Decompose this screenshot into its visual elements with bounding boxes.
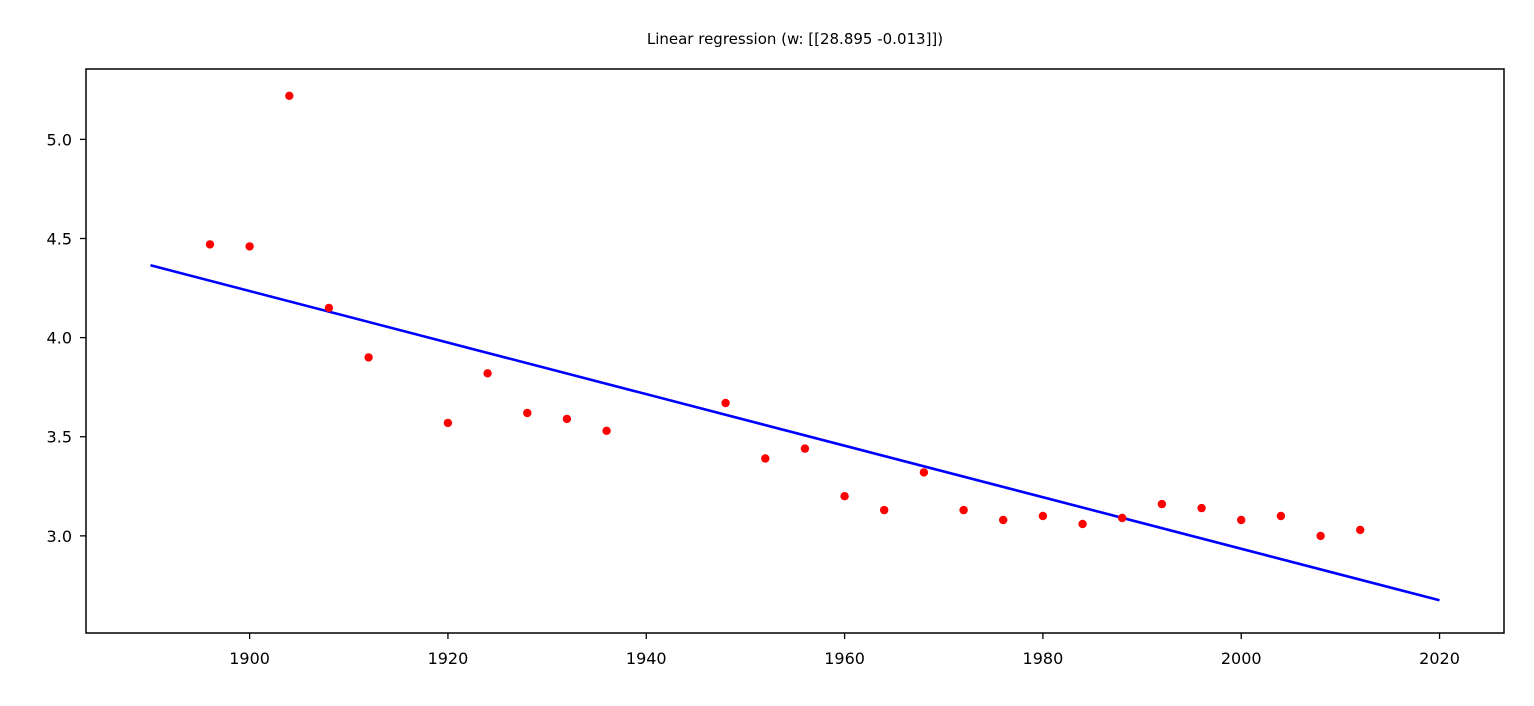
y-tick-label: 4.0 bbox=[47, 329, 72, 348]
data-point bbox=[761, 454, 770, 463]
data-point bbox=[999, 515, 1008, 525]
x-tick-label: 1940 bbox=[626, 649, 667, 668]
y-tick-label: 5.0 bbox=[47, 130, 72, 149]
data-point bbox=[959, 505, 968, 515]
x-tick-label: 2000 bbox=[1221, 649, 1262, 668]
x-tick-label: 1920 bbox=[428, 649, 469, 668]
data-point bbox=[1118, 513, 1127, 523]
x-tick-label: 1980 bbox=[1023, 649, 1064, 668]
data-point bbox=[562, 414, 572, 424]
data-point bbox=[880, 505, 889, 515]
x-axis: 1900 1920 1940 1960 1980 2000 2020 bbox=[229, 633, 1460, 668]
data-point bbox=[1276, 511, 1286, 521]
y-tick-label: 3.0 bbox=[47, 527, 72, 546]
data-point bbox=[721, 398, 730, 408]
x-tick-label: 1900 bbox=[229, 649, 270, 668]
x-tick-label: 1960 bbox=[824, 649, 865, 668]
regression-line bbox=[150, 264, 1440, 602]
y-tick-label: 3.5 bbox=[47, 428, 72, 447]
y-axis: 3.0 3.5 4.0 4.5 5.0 bbox=[47, 130, 86, 546]
data-point bbox=[245, 242, 254, 251]
data-point bbox=[1356, 525, 1365, 535]
data-point bbox=[919, 468, 929, 477]
data-point bbox=[324, 303, 334, 313]
data-point bbox=[1237, 515, 1246, 525]
data-point bbox=[1197, 503, 1206, 513]
data-point bbox=[602, 426, 611, 435]
data-point bbox=[364, 353, 373, 362]
plot-frame bbox=[85, 68, 1505, 634]
data-point bbox=[800, 444, 810, 453]
data-point bbox=[285, 91, 294, 101]
chart-title: Linear regression (w: [[28.895 -0.013]]) bbox=[647, 30, 943, 48]
data-point bbox=[523, 408, 532, 418]
data-point bbox=[1157, 499, 1167, 509]
x-tick-label: 2020 bbox=[1419, 649, 1460, 668]
data-point bbox=[1078, 519, 1087, 529]
plot-area bbox=[150, 91, 1440, 602]
data-point bbox=[443, 418, 453, 428]
y-tick-label: 4.5 bbox=[47, 229, 72, 248]
data-point bbox=[1316, 531, 1325, 541]
data-point bbox=[205, 240, 215, 249]
data-point bbox=[840, 492, 849, 501]
data-point bbox=[483, 369, 492, 378]
data-point bbox=[1038, 511, 1048, 521]
